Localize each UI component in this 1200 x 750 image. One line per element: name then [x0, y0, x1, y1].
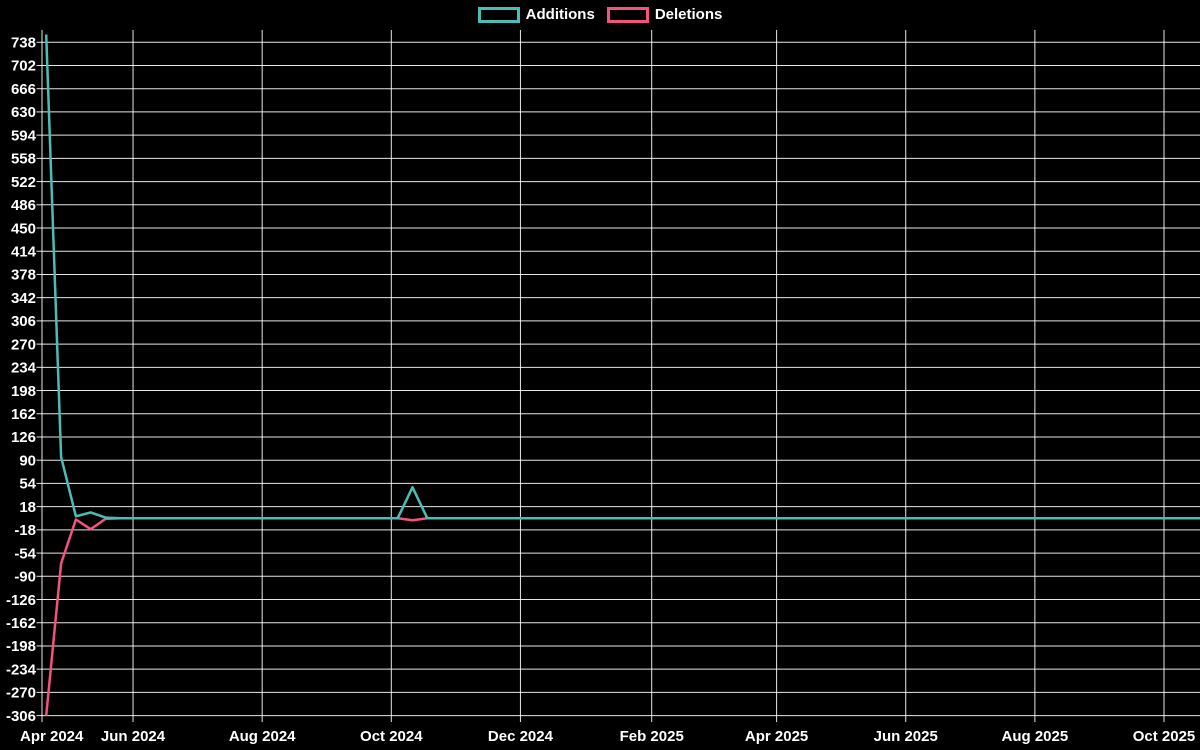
svg-text:Apr 2025: Apr 2025	[745, 728, 808, 745]
svg-text:450: 450	[11, 220, 36, 237]
svg-text:378: 378	[11, 267, 36, 284]
svg-text:-54: -54	[14, 545, 36, 562]
svg-text:-162: -162	[6, 615, 36, 632]
svg-text:Aug 2024: Aug 2024	[229, 728, 296, 745]
svg-text:162: 162	[11, 406, 36, 423]
svg-text:Apr 2024: Apr 2024	[20, 728, 84, 745]
svg-text:18: 18	[19, 499, 36, 516]
svg-text:306: 306	[11, 313, 36, 330]
svg-text:Oct 2024: Oct 2024	[360, 728, 423, 745]
svg-text:-234: -234	[6, 661, 37, 678]
svg-text:Dec 2024: Dec 2024	[488, 728, 554, 745]
svg-text:Aug 2025: Aug 2025	[1002, 728, 1069, 745]
chart-legend: Additions Deletions	[0, 7, 1200, 23]
svg-text:630: 630	[11, 104, 36, 121]
y-axis-labels: 738 702 666 630 594 558 522 486 450 414 378 342 306 2…	[6, 35, 37, 725]
y-gridlines	[42, 41, 1200, 717]
svg-text:198: 198	[11, 383, 36, 400]
svg-text:270: 270	[11, 336, 36, 353]
x-axis-labels: Apr 2024 Jun 2024 Aug 2024 Oct 2024 Dec 2024…	[20, 728, 1195, 745]
axis-tick-marks	[36, 41, 1165, 722]
deletions-legend-label: Deletions	[654, 6, 723, 23]
svg-text:Feb 2025: Feb 2025	[620, 728, 684, 745]
svg-text:342: 342	[11, 290, 36, 307]
svg-text:522: 522	[11, 174, 36, 191]
svg-text:702: 702	[11, 58, 36, 75]
svg-text:414: 414	[11, 243, 37, 260]
svg-text:126: 126	[11, 429, 36, 446]
svg-text:558: 558	[11, 151, 36, 168]
x-gridlines	[41, 30, 1165, 716]
deletions-line	[44, 516, 1200, 716]
svg-text:54: 54	[19, 476, 36, 493]
svg-text:-18: -18	[14, 522, 36, 539]
svg-text:90: 90	[19, 452, 36, 469]
additions-legend-label: Additions	[525, 6, 595, 23]
deletions-legend-swatch	[606, 7, 649, 23]
svg-text:Jun 2024: Jun 2024	[101, 728, 166, 745]
svg-text:-90: -90	[14, 569, 36, 586]
svg-text:666: 666	[11, 81, 36, 98]
additions-legend-swatch	[477, 7, 520, 23]
legend-item-deletions[interactable]: Deletions	[606, 6, 723, 23]
svg-text:Oct 2025: Oct 2025	[1133, 728, 1196, 745]
svg-text:-198: -198	[6, 638, 36, 655]
data-series	[44, 34, 1200, 716]
additions-line	[44, 34, 1200, 520]
svg-text:486: 486	[11, 197, 36, 214]
svg-text:-306: -306	[6, 708, 36, 725]
svg-text:Jun 2025: Jun 2025	[874, 728, 938, 745]
svg-text:594: 594	[11, 127, 37, 144]
legend-item-additions[interactable]: Additions	[477, 6, 595, 23]
svg-text:234: 234	[11, 360, 37, 377]
svg-text:-126: -126	[6, 592, 36, 609]
svg-text:738: 738	[11, 35, 36, 52]
svg-text:-270: -270	[6, 685, 36, 702]
